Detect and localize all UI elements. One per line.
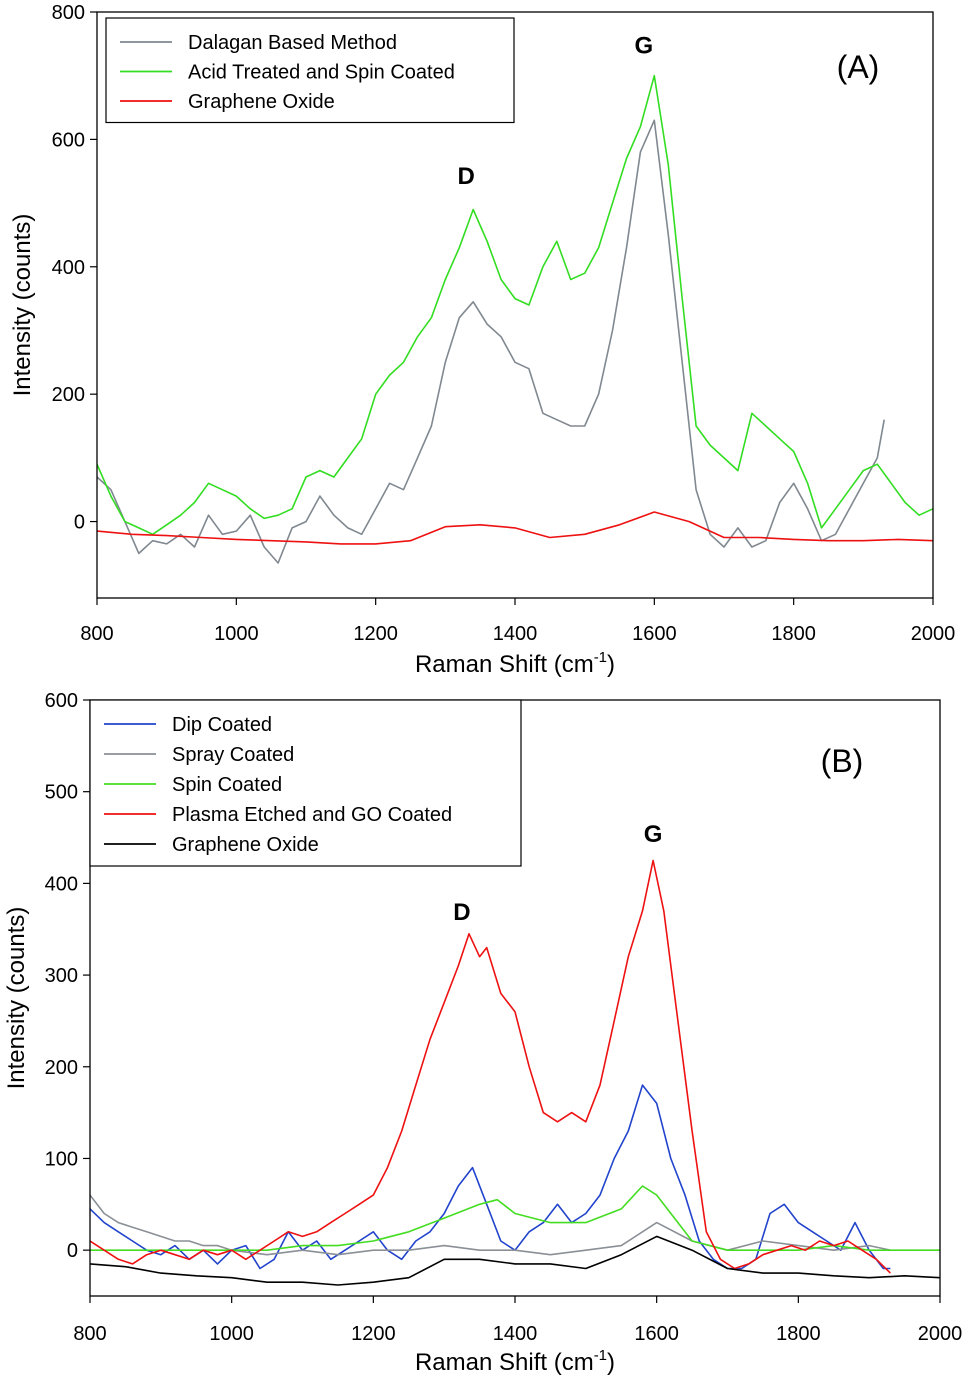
- panel-b-series-1-line: [90, 1194, 891, 1256]
- panel-a-y-tick-label: 200: [52, 384, 85, 406]
- panel-b-x-tick-label: 1000: [209, 1323, 254, 1345]
- panel-a-panel-label: (A): [837, 49, 880, 85]
- panel-b-x-tick-label: 800: [73, 1323, 106, 1345]
- panel-a-series-0-line: [97, 119, 885, 564]
- panel-b-y-tick-label: 400: [45, 873, 78, 895]
- panel-b-peak-label-g: G: [644, 821, 663, 848]
- panel-a-legend: Dalagan Based Method Acid Treated and Spi…: [105, 17, 515, 124]
- panel-a-legend-label-0: Dalagan Based Method: [188, 32, 397, 54]
- panel-b-x-tick-label: 1600: [634, 1323, 679, 1345]
- panel-a-x-tick-label: 1800: [771, 623, 816, 645]
- panel-a-x-tick-label: 1400: [493, 623, 538, 645]
- panel-a-x-tick-label: 1000: [214, 623, 259, 645]
- panel-a-chart: 800 1000 1200 1400 1600 1800 2000 0 200 400 600 800…: [9, 2, 955, 678]
- panel-a-legend-label-1: Acid Treated and Spin Coated: [188, 62, 455, 84]
- panel-a-y-tick-label: 400: [52, 257, 85, 279]
- panel-b-chart: 800 1000 1200 1400 1600 1800 2000 0 100 200 300 400…: [3, 690, 962, 1376]
- panel-b-series-2-line: [90, 1185, 940, 1251]
- panel-b-legend-label-0: Dip Coated: [172, 714, 272, 736]
- panel-b-y-tick-label: 0: [67, 1240, 78, 1262]
- panel-a-peak-label-g: G: [635, 32, 654, 59]
- panel-b-x-tick-label: 2000: [918, 1323, 963, 1345]
- panel-b-x-tick-label: 1200: [351, 1323, 396, 1345]
- panel-a-x-tick-label: 1600: [632, 623, 677, 645]
- panel-b-series-4-line: [90, 1235, 940, 1286]
- panel-a-y-tick-label: 800: [52, 2, 85, 24]
- panel-a-legend-label-2: Graphene Oxide: [188, 91, 335, 113]
- panel-a-y-tick-label: 600: [52, 129, 85, 151]
- panel-b-legend: Dip Coated Spray Coated Spin Coated Plasma …: [89, 699, 522, 867]
- panel-b-series-3-line: [90, 859, 891, 1274]
- panel-b-y-tick-label: 600: [45, 690, 78, 712]
- panel-a-x-tick-label: 1200: [353, 623, 398, 645]
- panel-b-y-tick-label: 500: [45, 782, 78, 804]
- panel-a-y-tick-label: 0: [74, 512, 85, 534]
- panel-b-series-0-line: [90, 1084, 891, 1270]
- panel-b-x-tick-label: 1800: [776, 1323, 821, 1345]
- panel-a-peak-label-d: D: [458, 163, 475, 190]
- panel-b-x-tick-label: 1400: [493, 1323, 538, 1345]
- panel-b-y-tick-label: 300: [45, 965, 78, 987]
- panel-a-series-2-line: [97, 511, 933, 545]
- panel-a-x-axis-label: Raman Shift (cm-1): [415, 649, 615, 678]
- panel-a-series-group: [97, 74, 933, 564]
- panel-b-x-axis-label: Raman Shift (cm-1): [415, 1347, 615, 1376]
- panel-b-y-tick-label: 100: [45, 1148, 78, 1170]
- panel-b-legend-label-4: Graphene Oxide: [172, 834, 319, 856]
- panel-b-y-tick-label: 200: [45, 1057, 78, 1079]
- panel-b-panel-label: (B): [821, 743, 864, 779]
- panel-b-legend-label-1: Spray Coated: [172, 744, 294, 766]
- panel-b-legend-label-2: Spin Coated: [172, 774, 282, 796]
- panel-b-legend-box: [89, 699, 522, 867]
- panel-b-peak-label-d: D: [453, 899, 470, 926]
- panel-b-legend-label-3: Plasma Etched and GO Coated: [172, 804, 452, 826]
- panel-a-x-tick-label: 800: [80, 623, 113, 645]
- panel-a-x-tick-label: 2000: [911, 623, 956, 645]
- panel-b-series-group: [90, 859, 940, 1286]
- panel-a-series-1-line: [97, 74, 933, 536]
- panel-a-legend-box: [105, 17, 515, 124]
- panel-b-y-axis-label: Intensity (counts): [3, 907, 30, 1090]
- panel-a-y-axis-label: Intensity (counts): [9, 214, 36, 397]
